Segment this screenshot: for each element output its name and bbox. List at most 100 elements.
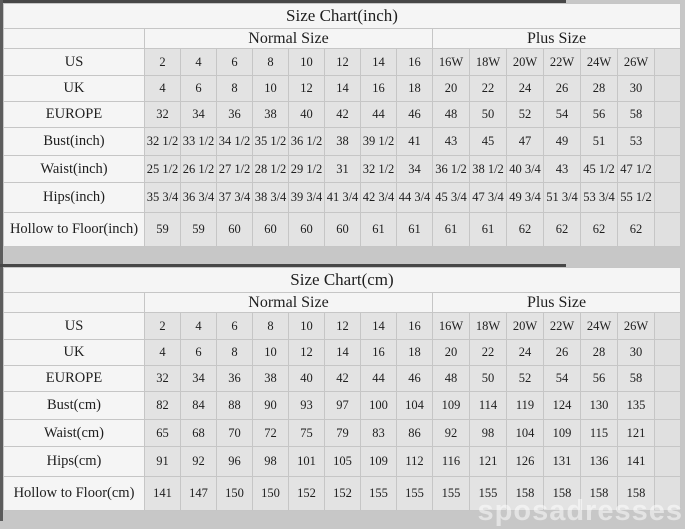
- filler-cell: [654, 476, 681, 511]
- row-label: EUROPE: [3, 101, 145, 128]
- size-value-cell: 14: [324, 339, 361, 366]
- size-value-cell: 152: [324, 476, 361, 511]
- table-row: UK 4 6 8 10 12 14 16 18 20 22 24 26 28 30: [3, 75, 681, 102]
- size-value-cell: 37 3/4: [216, 182, 253, 213]
- size-value-cell: 6: [180, 75, 217, 102]
- size-value-cell: 104: [506, 419, 544, 447]
- size-value-cell: 59: [144, 212, 181, 247]
- size-value-cell: 54: [543, 101, 581, 128]
- size-value-cell: 28: [580, 339, 618, 366]
- size-value-cell: 24: [506, 339, 544, 366]
- size-value-cell: 16: [360, 75, 397, 102]
- size-value-cell: 105: [324, 446, 361, 477]
- filler-cell: [654, 155, 681, 183]
- size-value-cell: 32 1/2: [144, 127, 181, 156]
- size-value-cell: 4: [144, 75, 181, 102]
- size-value-cell: 38: [252, 101, 289, 128]
- table-row: Waist(cm) 65 68 70 72 75 79 83 86 92 98 104 109 115 12…: [3, 419, 681, 447]
- size-value-cell: 34: [180, 365, 217, 392]
- filler-cell: [654, 127, 681, 156]
- size-value-cell: 62: [543, 212, 581, 247]
- size-value-cell: 152: [288, 476, 325, 511]
- size-value-cell: 40 3/4: [506, 155, 544, 183]
- size-value-cell: 91: [144, 446, 181, 477]
- size-value-cell: 4: [144, 339, 181, 366]
- title-row: Size Chart(inch): [3, 3, 681, 29]
- row-label: Bust(inch): [3, 127, 145, 156]
- row-label: EUROPE: [3, 365, 145, 392]
- row-label: UK: [3, 75, 145, 102]
- size-value-cell: 83: [360, 419, 397, 447]
- group-header-row: Normal Size Plus Size: [3, 28, 681, 49]
- size-value-cell: 25 1/2: [144, 155, 181, 183]
- size-value-cell: 54: [543, 365, 581, 392]
- size-value-cell: 6: [216, 312, 253, 340]
- row-label: Hips(inch): [3, 182, 145, 213]
- size-value-cell: 42: [324, 365, 361, 392]
- size-value-cell: 34 1/2: [216, 127, 253, 156]
- size-value-cell: 24W: [580, 312, 618, 340]
- size-value-cell: 50: [469, 101, 507, 128]
- filler-cell: [654, 446, 681, 477]
- size-value-cell: 150: [216, 476, 253, 511]
- size-value-cell: 27 1/2: [216, 155, 253, 183]
- row-label: Hollow to Floor(inch): [3, 212, 145, 247]
- size-value-cell: 26W: [617, 48, 655, 76]
- size-value-cell: 158: [580, 476, 618, 511]
- size-chart-cm-table: Size Chart(cm) Normal Size Plus Size US 2…: [3, 267, 681, 511]
- size-value-cell: 52: [506, 365, 544, 392]
- size-value-cell: 12: [288, 75, 325, 102]
- size-value-cell: 38 1/2: [469, 155, 507, 183]
- size-value-cell: 26W: [617, 312, 655, 340]
- size-value-cell: 2: [144, 312, 181, 340]
- size-value-cell: 56: [580, 365, 618, 392]
- filler-cell: [654, 391, 681, 420]
- filler-cell: [654, 101, 681, 128]
- table-row: EUROPE 32 34 36 38 40 42 44 46 48 50 52 54 56 58: [3, 365, 681, 392]
- size-value-cell: 55 1/2: [617, 182, 655, 213]
- size-value-cell: 32: [144, 101, 181, 128]
- size-value-cell: 34: [180, 101, 217, 128]
- row-label: US: [3, 312, 145, 340]
- size-value-cell: 46: [396, 101, 433, 128]
- photo-left-border: [0, 0, 3, 521]
- table-row: UK 4 6 8 10 12 14 16 18 20 22 24 26 28 30: [3, 339, 681, 366]
- size-value-cell: 115: [580, 419, 618, 447]
- size-value-cell: 62: [617, 212, 655, 247]
- size-value-cell: 40: [288, 365, 325, 392]
- size-value-cell: 8: [216, 339, 253, 366]
- size-value-cell: 97: [324, 391, 361, 420]
- size-value-cell: 56: [580, 101, 618, 128]
- size-value-cell: 84: [180, 391, 217, 420]
- size-value-cell: 26: [543, 75, 581, 102]
- size-value-cell: 20: [432, 339, 470, 366]
- table-row: EUROPE 32 34 36 38 40 42 44 46 48 50 52 54 56 58: [3, 101, 681, 128]
- size-value-cell: 101: [288, 446, 325, 477]
- size-value-cell: 8: [216, 75, 253, 102]
- size-value-cell: 24W: [580, 48, 618, 76]
- chart-title: Size Chart(inch): [3, 3, 681, 29]
- size-value-cell: 116: [432, 446, 470, 477]
- size-value-cell: 10: [288, 48, 325, 76]
- row-label: Hips(cm): [3, 446, 145, 477]
- size-value-cell: 35 3/4: [144, 182, 181, 213]
- size-value-cell: 26 1/2: [180, 155, 217, 183]
- size-value-cell: 16W: [432, 312, 470, 340]
- size-value-cell: 32: [144, 365, 181, 392]
- row-label: Waist(inch): [3, 155, 145, 183]
- size-value-cell: 82: [144, 391, 181, 420]
- row-label: Bust(cm): [3, 391, 145, 420]
- size-value-cell: 98: [469, 419, 507, 447]
- size-value-cell: 38: [252, 365, 289, 392]
- size-value-cell: 49 3/4: [506, 182, 544, 213]
- size-value-cell: 49: [543, 127, 581, 156]
- size-value-cell: 6: [216, 48, 253, 76]
- row-label: Waist(cm): [3, 419, 145, 447]
- size-value-cell: 30: [617, 339, 655, 366]
- size-value-cell: 60: [324, 212, 361, 247]
- size-value-cell: 51: [580, 127, 618, 156]
- size-value-cell: 28: [580, 75, 618, 102]
- size-value-cell: 18: [396, 75, 433, 102]
- size-value-cell: 59: [180, 212, 217, 247]
- table-row: Hips(cm) 91 92 96 98 101 105 109 112 116 121 126 131…: [3, 446, 681, 477]
